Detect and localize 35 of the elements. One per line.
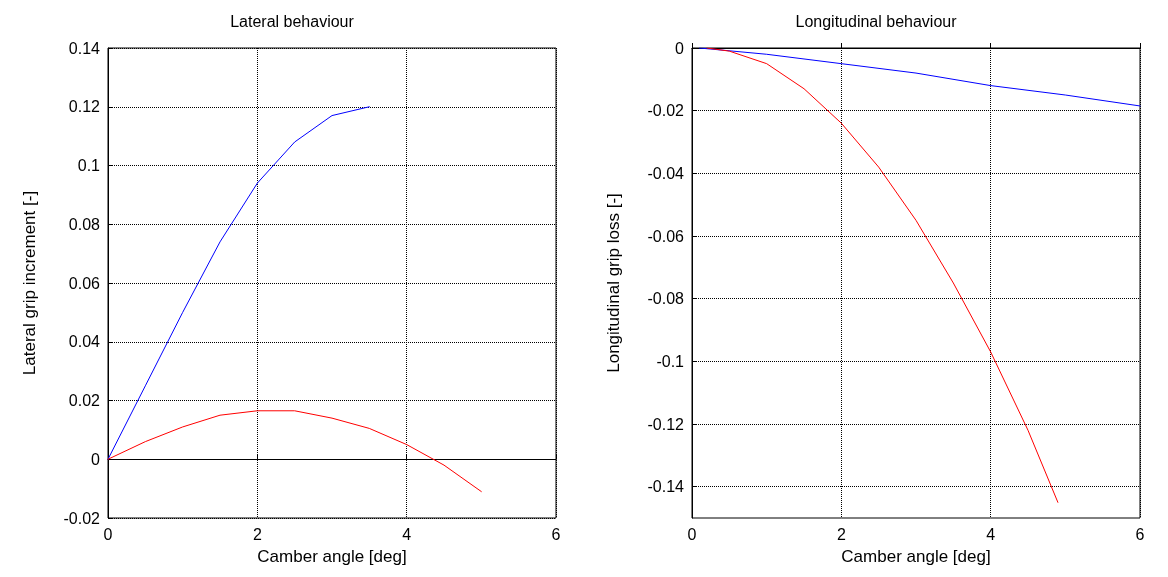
y-tick-label: -0.12 (647, 415, 685, 433)
y-tick-label: 0.1 (77, 157, 101, 174)
x-tick-label: 2 (252, 525, 262, 543)
y-tick-label: 0.14 (68, 39, 101, 57)
chart-title: Longitudinal behaviour (795, 12, 958, 30)
line-series (706, 47, 1059, 503)
x-tick-label: 6 (1135, 525, 1145, 543)
y-tick-label: -0.02 (647, 102, 685, 120)
x-tick-label: 0 (687, 525, 697, 543)
y-tick-label: -0.14 (647, 478, 685, 496)
y-tick-label: -0.04 (647, 164, 685, 182)
x-axis-title: Camber angle [deg] (841, 547, 991, 566)
y-tick-label: 0.12 (68, 98, 101, 116)
y-axis-title: Lateral grip increment [-] (20, 190, 39, 376)
x-tick-label: 4 (402, 525, 412, 543)
x-tick-label: 2 (836, 525, 846, 543)
y-tick-label: -0.02 (63, 509, 101, 527)
line-series (698, 47, 1141, 107)
y-tick-label: -0.1 (656, 352, 685, 370)
line-series (107, 106, 370, 460)
line-series (107, 410, 482, 493)
x-axis-title: Camber angle [deg] (257, 547, 407, 566)
y-tick-label: 0 (675, 39, 685, 57)
y-tick-label: 0.08 (68, 215, 101, 233)
chart-title: Lateral behaviour (230, 12, 355, 30)
y-tick-label: 0 (91, 450, 101, 468)
y-axis-title: Longitudinal grip loss [-] (604, 193, 623, 373)
x-tick-label: 6 (551, 525, 561, 543)
x-tick-label: 0 (103, 525, 113, 543)
y-tick-label: 0.04 (68, 333, 101, 351)
y-tick-label: 0.06 (68, 274, 101, 292)
y-tick-label: 0.02 (68, 392, 101, 409)
x-tick-label: 4 (986, 525, 996, 543)
y-tick-label: -0.06 (647, 227, 685, 245)
y-tick-label: -0.08 (647, 290, 685, 308)
